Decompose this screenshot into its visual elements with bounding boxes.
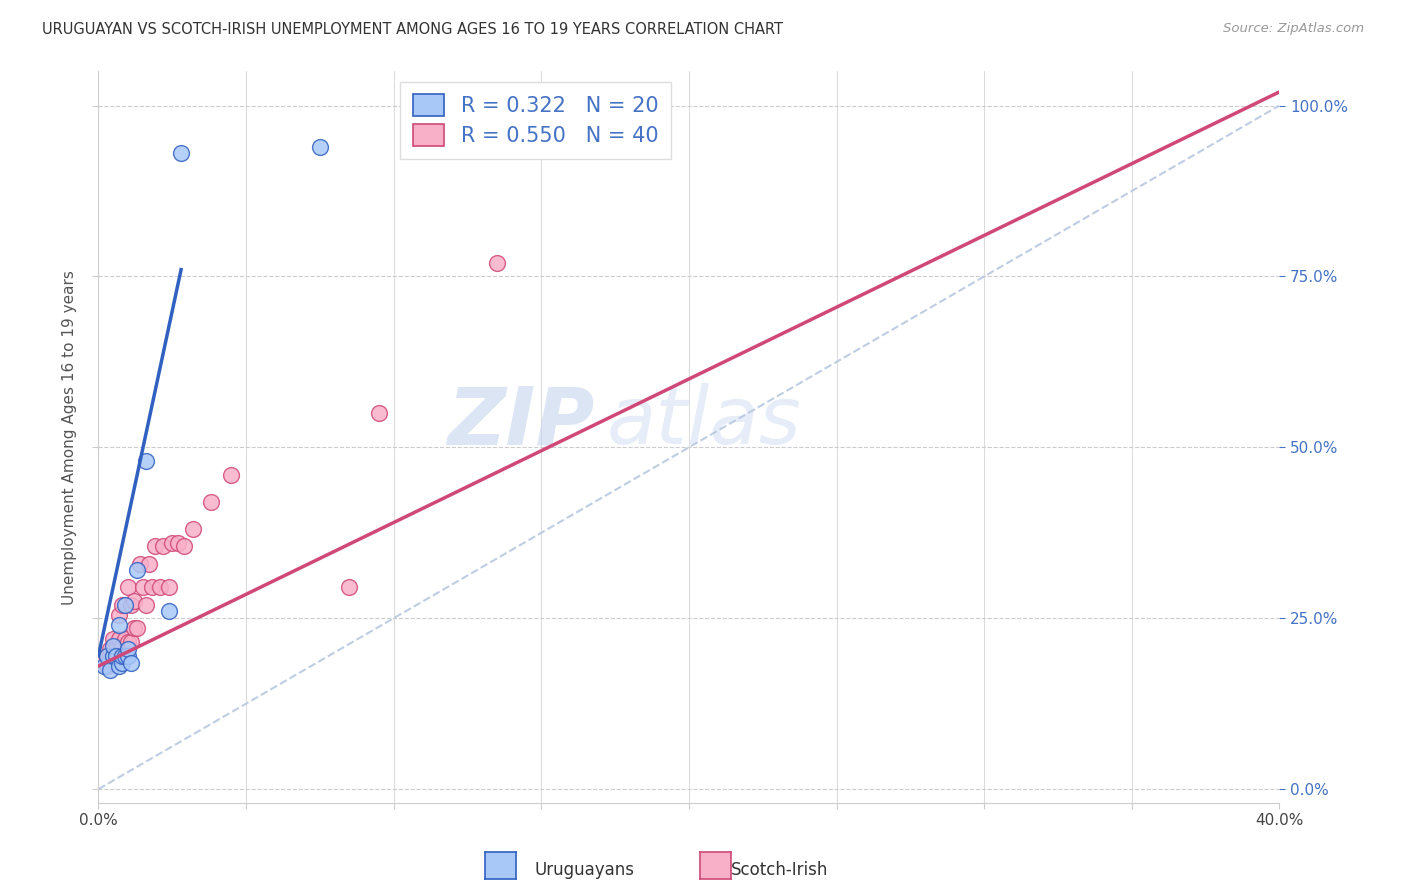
Point: [117, 648, 139, 663]
Point: [103, 648, 125, 663]
Point: [141, 581, 163, 595]
Text: atlas: atlas: [606, 384, 801, 461]
Point: [114, 648, 136, 663]
Text: ZIP: ZIP: [447, 384, 595, 461]
Point: [152, 540, 174, 554]
Point: [103, 639, 125, 653]
Point: [105, 642, 128, 657]
Point: [135, 598, 157, 612]
Point: [111, 656, 134, 670]
Point: [96, 659, 118, 673]
Point: [98, 663, 121, 677]
Point: [96, 648, 118, 663]
Point: [125, 622, 148, 636]
Point: [149, 581, 172, 595]
Point: [96, 648, 118, 663]
Point: [103, 632, 125, 646]
Point: [120, 598, 142, 612]
Point: [173, 540, 195, 554]
Point: [219, 467, 242, 482]
Point: [339, 581, 360, 595]
Point: [122, 594, 145, 608]
Point: [114, 648, 136, 663]
Point: [157, 581, 180, 595]
Point: [93, 652, 115, 666]
Point: [138, 557, 160, 571]
Point: [120, 635, 142, 649]
Text: Uruguayans: Uruguayans: [534, 861, 634, 879]
Point: [200, 495, 222, 509]
Legend: R = 0.322   N = 20, R = 0.550   N = 40: R = 0.322 N = 20, R = 0.550 N = 40: [401, 82, 671, 159]
Point: [122, 622, 145, 636]
Text: Scotch-Irish: Scotch-Irish: [731, 861, 828, 879]
Point: [114, 598, 136, 612]
Point: [105, 648, 128, 663]
Point: [108, 618, 131, 632]
Point: [117, 635, 139, 649]
Point: [309, 139, 332, 153]
Point: [135, 454, 157, 468]
Point: [111, 639, 134, 653]
Point: [114, 632, 136, 646]
Point: [108, 607, 131, 622]
Point: [170, 146, 193, 161]
Point: [125, 563, 148, 577]
Point: [162, 536, 183, 550]
Point: [486, 256, 509, 270]
Point: [143, 540, 166, 554]
Point: [120, 656, 142, 670]
Point: [105, 648, 128, 663]
Point: [111, 648, 134, 663]
Point: [98, 648, 121, 663]
Point: [181, 522, 204, 536]
Point: [132, 581, 155, 595]
Point: [103, 656, 125, 670]
Point: [111, 598, 134, 612]
Y-axis label: Unemployment Among Ages 16 to 19 years: Unemployment Among Ages 16 to 19 years: [62, 269, 77, 605]
Point: [167, 536, 190, 550]
Point: [98, 642, 121, 657]
Point: [117, 642, 139, 657]
Point: [108, 659, 131, 673]
Point: [128, 557, 150, 571]
Point: [117, 581, 139, 595]
Point: [93, 659, 115, 673]
Point: [108, 632, 131, 646]
Point: [368, 406, 391, 420]
Text: Source: ZipAtlas.com: Source: ZipAtlas.com: [1223, 22, 1364, 36]
Point: [157, 604, 180, 618]
Text: URUGUAYAN VS SCOTCH-IRISH UNEMPLOYMENT AMONG AGES 16 TO 19 YEARS CORRELATION CHA: URUGUAYAN VS SCOTCH-IRISH UNEMPLOYMENT A…: [42, 22, 783, 37]
